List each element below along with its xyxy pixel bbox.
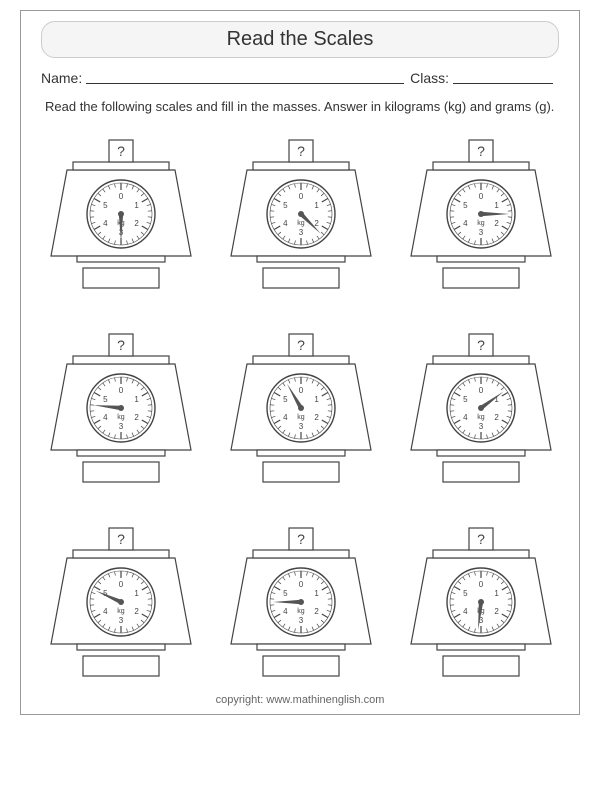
svg-text:?: ? <box>297 337 305 353</box>
svg-text:?: ? <box>477 337 485 353</box>
svg-text:5: 5 <box>463 395 468 404</box>
worksheet-title: Read the Scales <box>227 28 374 50</box>
svg-text:4: 4 <box>283 607 288 616</box>
svg-text:1: 1 <box>134 589 139 598</box>
svg-text:2: 2 <box>494 607 499 616</box>
svg-text:0: 0 <box>479 580 484 589</box>
scale-cell: ?012345kg <box>37 514 205 684</box>
svg-text:kg: kg <box>117 608 125 615</box>
answer-box[interactable] <box>83 462 159 482</box>
svg-text:4: 4 <box>103 219 108 228</box>
svg-text:0: 0 <box>299 192 304 201</box>
svg-text:4: 4 <box>463 607 468 616</box>
scales-grid: ? 0 1 2 3 4 5 kg? 0 1 2 3 4 5 kg? 0 1 2 3 4 5 kg? 0 1 2 3 4 5 kg? 0 1 2… <box>35 126 565 688</box>
svg-text:2: 2 <box>494 413 499 422</box>
svg-text:4: 4 <box>283 219 288 228</box>
svg-text:0: 0 <box>479 386 484 395</box>
svg-text:?: ? <box>477 531 485 547</box>
svg-text:5: 5 <box>283 395 288 404</box>
svg-text:2: 2 <box>314 219 319 228</box>
svg-text:5: 5 <box>283 201 288 210</box>
svg-text:1: 1 <box>134 201 139 210</box>
scale-cell: ? 0 1 2 3 4 5 kg <box>217 126 385 296</box>
svg-text:0: 0 <box>119 192 124 201</box>
class-blank[interactable] <box>453 70 553 84</box>
svg-text:4: 4 <box>463 219 468 228</box>
svg-text:kg: kg <box>297 414 305 421</box>
svg-text:3: 3 <box>299 228 304 237</box>
svg-text:5: 5 <box>283 589 288 598</box>
svg-text:4: 4 <box>463 413 468 422</box>
svg-text:0: 0 <box>299 580 304 589</box>
svg-text:2: 2 <box>134 219 139 228</box>
svg-text:1: 1 <box>494 201 499 210</box>
scale-cell: ? 0 1 2 3 4 5 kg <box>217 320 385 490</box>
svg-text:kg: kg <box>477 414 485 421</box>
svg-text:5: 5 <box>463 201 468 210</box>
svg-text:kg: kg <box>297 608 305 615</box>
answer-box[interactable] <box>263 656 339 676</box>
svg-text:2: 2 <box>494 219 499 228</box>
svg-text:1: 1 <box>314 201 319 210</box>
svg-text:2: 2 <box>314 413 319 422</box>
scale-cell: ? 0 1 2 3 4 5 kg <box>37 320 205 490</box>
class-label: Class: <box>410 70 449 86</box>
scale-cell: ? 0 1 2 3 4 5 kg <box>217 514 385 684</box>
name-class-row: Name: Class: <box>35 70 565 92</box>
svg-text:1: 1 <box>494 589 499 598</box>
svg-text:5: 5 <box>463 589 468 598</box>
svg-text:?: ? <box>477 143 485 159</box>
svg-text:1: 1 <box>314 395 319 404</box>
svg-text:3: 3 <box>479 422 484 431</box>
svg-text:5: 5 <box>103 395 108 404</box>
scale-cell: ?012345kg <box>37 126 205 296</box>
svg-text:4: 4 <box>103 607 108 616</box>
scale-cell: ? 0 1 2 3 4 5 kg <box>397 126 565 296</box>
answer-box[interactable] <box>443 462 519 482</box>
svg-text:0: 0 <box>299 386 304 395</box>
svg-text:kg: kg <box>477 220 485 227</box>
svg-text:3: 3 <box>119 422 124 431</box>
svg-text:0: 0 <box>119 580 124 589</box>
copyright-text: copyright: www.mathinenglish.com <box>35 688 565 708</box>
worksheet-page: Read the Scales Name: Class: Read the fo… <box>20 10 580 715</box>
svg-text:0: 0 <box>479 192 484 201</box>
svg-text:4: 4 <box>103 413 108 422</box>
answer-box[interactable] <box>443 656 519 676</box>
title-box: Read the Scales <box>41 21 559 58</box>
svg-text:?: ? <box>117 531 125 547</box>
instructions-text: Read the following scales and fill in th… <box>35 92 565 126</box>
answer-box[interactable] <box>263 462 339 482</box>
svg-text:3: 3 <box>299 616 304 625</box>
svg-text:2: 2 <box>134 607 139 616</box>
svg-text:3: 3 <box>479 228 484 237</box>
svg-text:1: 1 <box>134 395 139 404</box>
svg-text:?: ? <box>117 143 125 159</box>
svg-text:3: 3 <box>119 616 124 625</box>
answer-box[interactable] <box>263 268 339 288</box>
answer-box[interactable] <box>83 656 159 676</box>
scale-cell: ?012345kg <box>397 320 565 490</box>
svg-text:kg: kg <box>297 220 305 227</box>
svg-text:0: 0 <box>119 386 124 395</box>
svg-text:2: 2 <box>134 413 139 422</box>
svg-text:3: 3 <box>299 422 304 431</box>
svg-text:1: 1 <box>314 589 319 598</box>
svg-text:?: ? <box>117 337 125 353</box>
svg-text:?: ? <box>297 531 305 547</box>
name-label: Name: <box>41 70 82 86</box>
answer-box[interactable] <box>443 268 519 288</box>
svg-text:5: 5 <box>103 201 108 210</box>
svg-text:kg: kg <box>117 414 125 421</box>
scale-cell: ?012345kg <box>397 514 565 684</box>
name-blank[interactable] <box>86 70 404 84</box>
svg-text:4: 4 <box>283 413 288 422</box>
answer-box[interactable] <box>83 268 159 288</box>
svg-text:?: ? <box>297 143 305 159</box>
svg-text:2: 2 <box>314 607 319 616</box>
